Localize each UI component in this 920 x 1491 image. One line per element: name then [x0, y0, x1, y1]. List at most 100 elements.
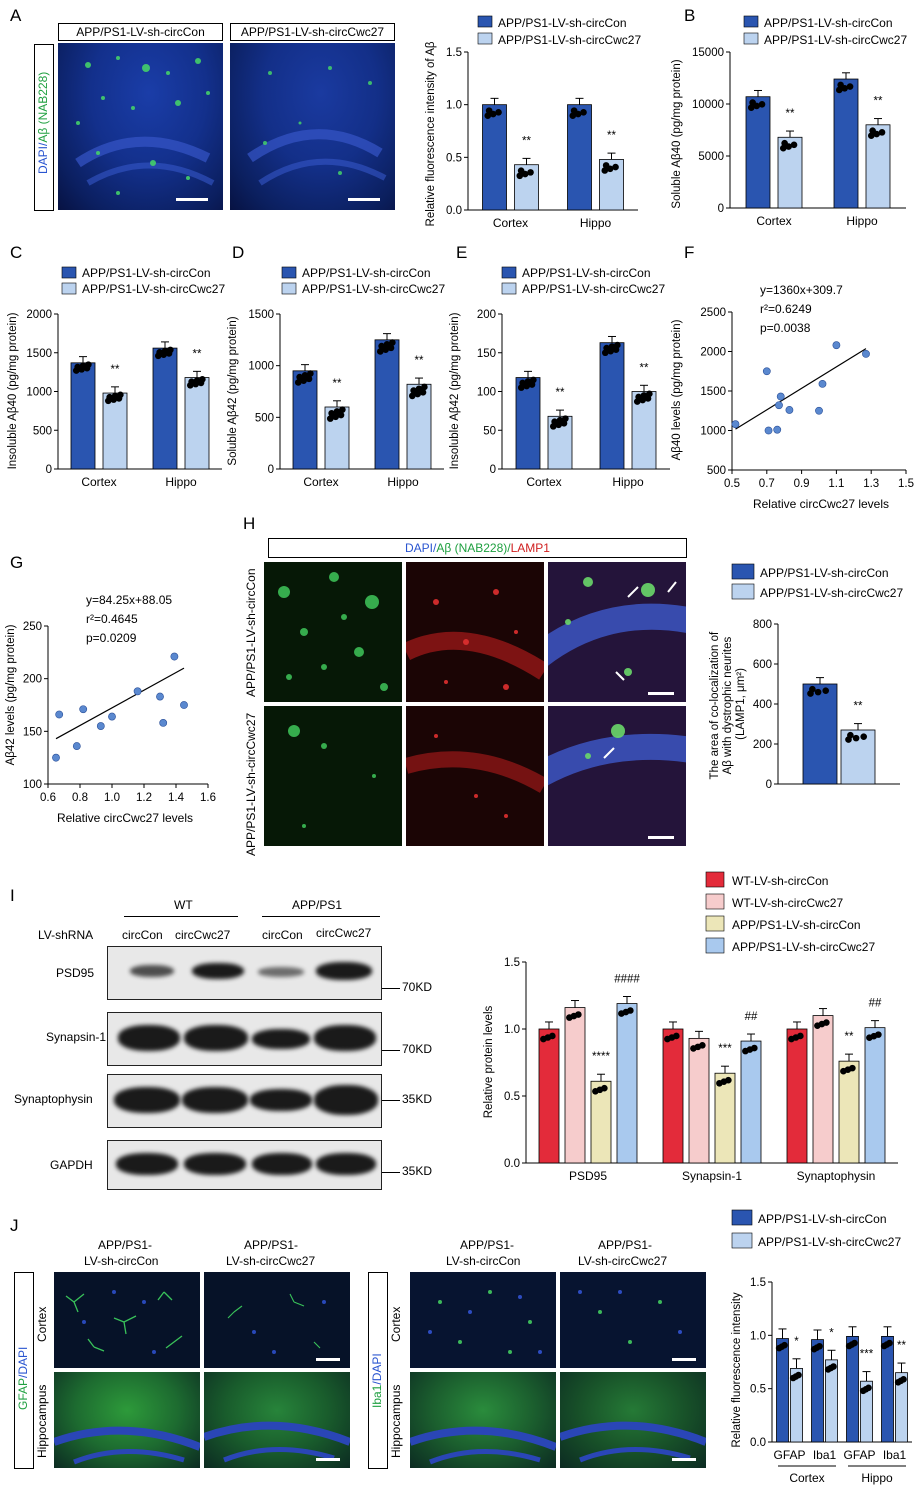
- y-tick-label-c-4: 2000: [26, 309, 52, 321]
- y-tick-label-h-1: 200: [753, 739, 772, 751]
- image-j-iba-cortex-con: [410, 1272, 556, 1368]
- x-tick-label-f-2: 0.9: [794, 478, 810, 490]
- dot-j-2-1-2: [865, 1384, 872, 1392]
- blot-psd95: [107, 946, 382, 1000]
- dot-a-1-1-0: [601, 167, 609, 174]
- dot-i-0-0-2: [549, 1032, 556, 1040]
- dot-e-0-0-4: [524, 378, 532, 385]
- sig-c-0-1: **: [111, 364, 120, 376]
- point-f-1: [762, 367, 771, 376]
- y-tick-label-h-3: 600: [753, 659, 772, 671]
- legend-con-b: APP/PS1-LV-sh-circCon: [764, 16, 893, 30]
- y-tick-label-h-4: 800: [753, 619, 772, 631]
- weight-label-synaptophysin: 35KD: [402, 1092, 433, 1106]
- ylabel-i: Relative protein levels: [483, 1006, 495, 1119]
- stain-ab-h: Aβ (NAB228): [436, 541, 508, 555]
- legend-swatch-con-a: [477, 15, 493, 28]
- stain-dapi-iba1: /DAPI: [370, 1353, 384, 1385]
- bar-i-0-0: [538, 1028, 560, 1164]
- bar-a-1-0: [567, 104, 592, 211]
- y-tick-label-d-3: 1500: [248, 309, 274, 321]
- sig-d-0-1: **: [333, 378, 342, 390]
- shrna-label: LV-shRNA: [38, 928, 94, 942]
- x-tick-label-f-5: 1.5: [898, 478, 914, 490]
- protein-label-synaptophysin: Synaptophysin: [14, 1092, 93, 1106]
- dot-i-1-3-2: [751, 1044, 758, 1052]
- bar-i-1-1: [688, 1037, 710, 1164]
- point-g-2: [72, 742, 81, 750]
- point-f-7: [815, 406, 823, 415]
- point-g-8: [159, 719, 168, 727]
- col-label-cwc-2a: APP/PS1-: [598, 1238, 653, 1252]
- dot-b-1-0-3: [837, 81, 844, 89]
- dot-c-0-1-4: [111, 392, 119, 400]
- sig-j-3-1: **: [897, 1340, 906, 1352]
- stain-dapi-gfap: /DAPI: [16, 1346, 30, 1378]
- bar-i-2-2: [838, 1060, 860, 1164]
- band-psd95-1: [192, 963, 244, 979]
- group-label-j-1: Hippo: [861, 1471, 893, 1485]
- dot-e-0-0-5: [530, 376, 537, 384]
- bar-e-0-0: [515, 377, 541, 470]
- row-label-con-h: APP/PS1-LV-sh-circCon: [244, 568, 258, 698]
- band-gapdh-1: [184, 1153, 246, 1175]
- legend-cwc-a: APP/PS1-LV-sh-circCwc27: [498, 33, 641, 47]
- bar-d-0-0: [292, 370, 318, 470]
- weight-tick-psd95: [382, 988, 400, 989]
- dot-c-0-0-3: [74, 363, 81, 371]
- sig-i-0-2: ****: [592, 1051, 610, 1063]
- weight-tick-synapsin: [382, 1050, 400, 1051]
- dot-a-1-0-0: [569, 112, 577, 120]
- sig-a-0-1: **: [522, 135, 531, 147]
- point-g-4: [96, 722, 105, 730]
- dot-e-1-1-3: [635, 393, 642, 401]
- panel-label-e: E: [456, 243, 468, 262]
- ylabel-g: Aβ42 levels (pg/mg protein): [5, 624, 17, 765]
- sig-i-2-3: ##: [869, 998, 882, 1010]
- y-tick-label-a-3: 1.5: [446, 47, 462, 59]
- bar-b-1-0: [833, 78, 859, 209]
- bar-j-2-0: [846, 1335, 859, 1443]
- dot-d-1-0-3: [378, 342, 385, 350]
- annotation-f-1: r²=0.6249: [760, 302, 812, 316]
- sig-i-2-2: **: [845, 1031, 854, 1043]
- weight-label-synapsin: 70KD: [402, 1042, 433, 1056]
- image-h-red-con: [406, 562, 544, 702]
- ylabel-a: Relative fluorescence intensity of Aβ: [425, 41, 437, 226]
- legend-swatch-wt-con: [705, 871, 725, 888]
- row-label-cortex-1: Cortex: [35, 1306, 49, 1342]
- bar-i-1-0: [662, 1028, 684, 1164]
- dot-j-2-0-2: [851, 1339, 858, 1347]
- annotation-g-1: r²=0.4645: [86, 612, 138, 626]
- point-f-5: [776, 392, 785, 401]
- weight-tick-synaptophysin: [382, 1100, 400, 1101]
- dot-b-0-0-3: [749, 99, 756, 106]
- band-synaptophysin-3: [314, 1085, 378, 1115]
- dot-c-0-0-4: [79, 362, 87, 370]
- x-label-d-1: Hippo: [387, 475, 419, 489]
- ylabel-e: Insoluble Aβ42 (pg/mg protein): [449, 312, 461, 469]
- sig-j-1-1: *: [829, 1327, 834, 1339]
- stain-box-iba1: [368, 1272, 388, 1469]
- band-synapsin-3: [314, 1025, 376, 1051]
- dot-d-1-1-0: [408, 392, 416, 400]
- bar-j-3-0: [881, 1335, 894, 1443]
- sig-b-0-1: **: [786, 108, 795, 120]
- legend-swatch-con-b: [743, 15, 759, 28]
- annotation-f-2: p=0.0038: [760, 321, 811, 335]
- stain-sep-h: /: [507, 541, 511, 555]
- dot-d-1-1-5: [421, 383, 428, 391]
- dot-b-1-1-0: [867, 132, 875, 140]
- dot-d-0-0-3: [296, 373, 303, 381]
- dot-e-0-1-4: [556, 416, 564, 424]
- dot-b-1-0-2: [846, 83, 854, 90]
- dot-h-0-1-2: [860, 733, 868, 740]
- bar-e-1-0: [599, 342, 625, 470]
- bar-i-2-1: [812, 1015, 834, 1164]
- col-label-con-2b: LV-sh-circCon: [446, 1254, 521, 1268]
- dot-d-1-0-4: [383, 341, 391, 348]
- band-synapsin-1: [184, 1025, 248, 1051]
- x-label-i-0: PSD95: [569, 1169, 607, 1183]
- dot-a-0-1-3: [517, 167, 525, 174]
- dot-b-0-1-3: [781, 139, 788, 147]
